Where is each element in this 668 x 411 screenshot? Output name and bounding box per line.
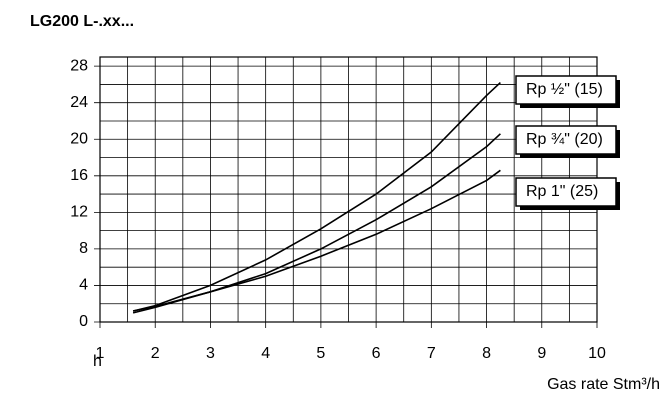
y-tick-label: 0 — [79, 313, 88, 330]
x-tick-label: 5 — [316, 345, 325, 362]
chart-title: LG200 L-.xx... — [30, 13, 134, 30]
x-tick-label: 7 — [427, 345, 436, 362]
x-tick-label: 3 — [206, 345, 215, 362]
x-tick-label: 8 — [482, 345, 491, 362]
x-tick-label: 10 — [588, 345, 606, 362]
legend-box — [515, 75, 617, 105]
y-axis-label: h — [93, 353, 102, 370]
y-tick-label: 4 — [79, 277, 88, 294]
y-tick-label: 8 — [79, 240, 88, 257]
y-tick-label: 24 — [70, 94, 88, 111]
y-tick-label: 28 — [70, 57, 88, 74]
legend-label: Rp ½" (15) — [526, 81, 603, 98]
series-line — [132, 82, 501, 312]
legend-box — [515, 177, 617, 207]
y-tick-label: 20 — [70, 130, 88, 147]
x-tick-label: 9 — [537, 345, 546, 362]
series-line — [132, 169, 501, 312]
y-tick-label: 12 — [70, 204, 88, 221]
series-line — [132, 133, 501, 314]
x-tick-label: 6 — [372, 345, 381, 362]
x-tick-label: 4 — [261, 345, 270, 362]
legend-box — [515, 125, 617, 155]
x-tick-label: 2 — [151, 345, 160, 362]
x-axis-label: Gas rate Stm³/h — [547, 376, 660, 393]
legend-label: Rp ¾" (20) — [526, 131, 603, 148]
y-tick-label: 16 — [70, 167, 88, 184]
legend-label: Rp 1" (25) — [526, 183, 598, 200]
x-tick-label: 1 — [96, 345, 105, 362]
